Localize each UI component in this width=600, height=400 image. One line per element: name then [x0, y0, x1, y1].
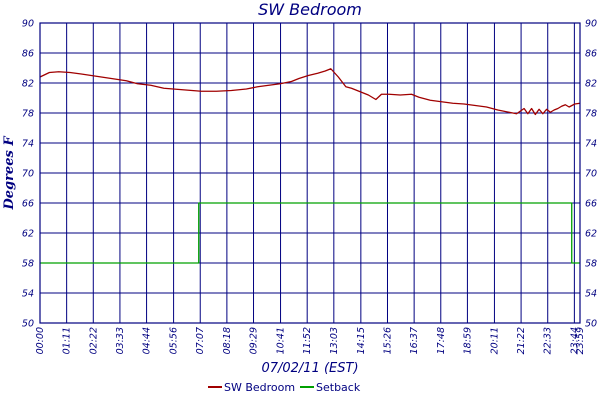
y-tick-label-left: 90	[22, 19, 34, 30]
legend-sw-bedroom-label: SW Bedroom	[224, 381, 295, 394]
y-tick-label-right: 90	[585, 19, 597, 30]
y-tick-label-right: 86	[585, 49, 597, 60]
y-tick-label-left: 78	[22, 109, 34, 120]
chart-title: SW Bedroom	[258, 0, 362, 19]
y-tick-label-right: 50	[585, 319, 597, 330]
y-tick-label-left: 86	[22, 49, 34, 60]
x-tick-label: 23:44	[569, 327, 580, 354]
y-axis-left: 50 54 58 62 66 70 74 78 82 86 90	[22, 19, 34, 330]
x-tick-label: 15:26	[382, 327, 393, 354]
y-tick-label-right: 74	[585, 139, 597, 150]
legend: SW Bedroom Setback	[208, 381, 361, 394]
setback-series-line	[40, 202, 580, 264]
x-tick-label: 02:22	[88, 327, 99, 354]
x-tick-label: 03:33	[115, 327, 126, 354]
y-tick-label-left: 66	[22, 199, 34, 210]
plot-border	[39, 22, 581, 324]
x-tick-label: 10:41	[276, 327, 287, 354]
x-axis: 00:00 01:11 02:22 03:33 04:44 05:56 07:07 08:18…	[35, 327, 586, 354]
y-tick-label-right: 70	[585, 169, 597, 180]
y-axis-right: 50 54 58 62 66 70 74 78 82 86 90	[585, 19, 597, 330]
y-tick-label-right: 58	[585, 259, 597, 270]
x-axis-label: 07/02/11 (EST)	[261, 361, 358, 376]
y-tick-label-left: 74	[22, 139, 34, 150]
x-tick-label: 07:07	[195, 327, 206, 354]
x-tick-label: 01:11	[62, 327, 73, 354]
x-tick-label: 20:11	[489, 327, 500, 354]
x-tick-label: 04:44	[142, 327, 153, 354]
x-tick-label: 18:59	[462, 327, 473, 354]
sw-bedroom-series-line	[39, 68, 581, 116]
x-tick-label: 13:03	[329, 327, 340, 354]
x-tick-label: 22:33	[543, 327, 554, 354]
y-tick-label-left: 82	[22, 79, 34, 90]
x-tick-label: 08:18	[222, 327, 233, 354]
x-tick-label: 11:52	[302, 327, 313, 354]
y-axis-label: Degrees F	[2, 136, 17, 211]
y-tick-label-left: 50	[22, 319, 34, 330]
legend-setback-label: Setback	[316, 381, 361, 394]
y-tick-label-right: 66	[585, 199, 597, 210]
y-tick-label-right: 82	[585, 79, 597, 90]
y-tick-label-left: 62	[22, 229, 34, 240]
y-tick-label-right: 62	[585, 229, 597, 240]
x-tick-label: 17:48	[436, 327, 447, 354]
y-tick-label-left: 58	[22, 259, 34, 270]
x-tick-label: 16:37	[409, 327, 420, 354]
x-tick-label: 05:56	[169, 327, 180, 354]
x-tick-label: 00:00	[35, 327, 46, 354]
x-tick-label: 09:29	[249, 327, 260, 354]
y-tick-label-left: 54	[22, 289, 34, 300]
series-layer	[39, 68, 581, 264]
x-tick-label: 14:15	[356, 327, 367, 354]
x-tick-label: 23:59	[575, 327, 586, 354]
y-tick-label-left: 70	[22, 169, 34, 180]
y-tick-label-right: 78	[585, 109, 597, 120]
y-tick-label-right: 54	[585, 289, 597, 300]
x-tick-label: 21:22	[516, 327, 527, 354]
